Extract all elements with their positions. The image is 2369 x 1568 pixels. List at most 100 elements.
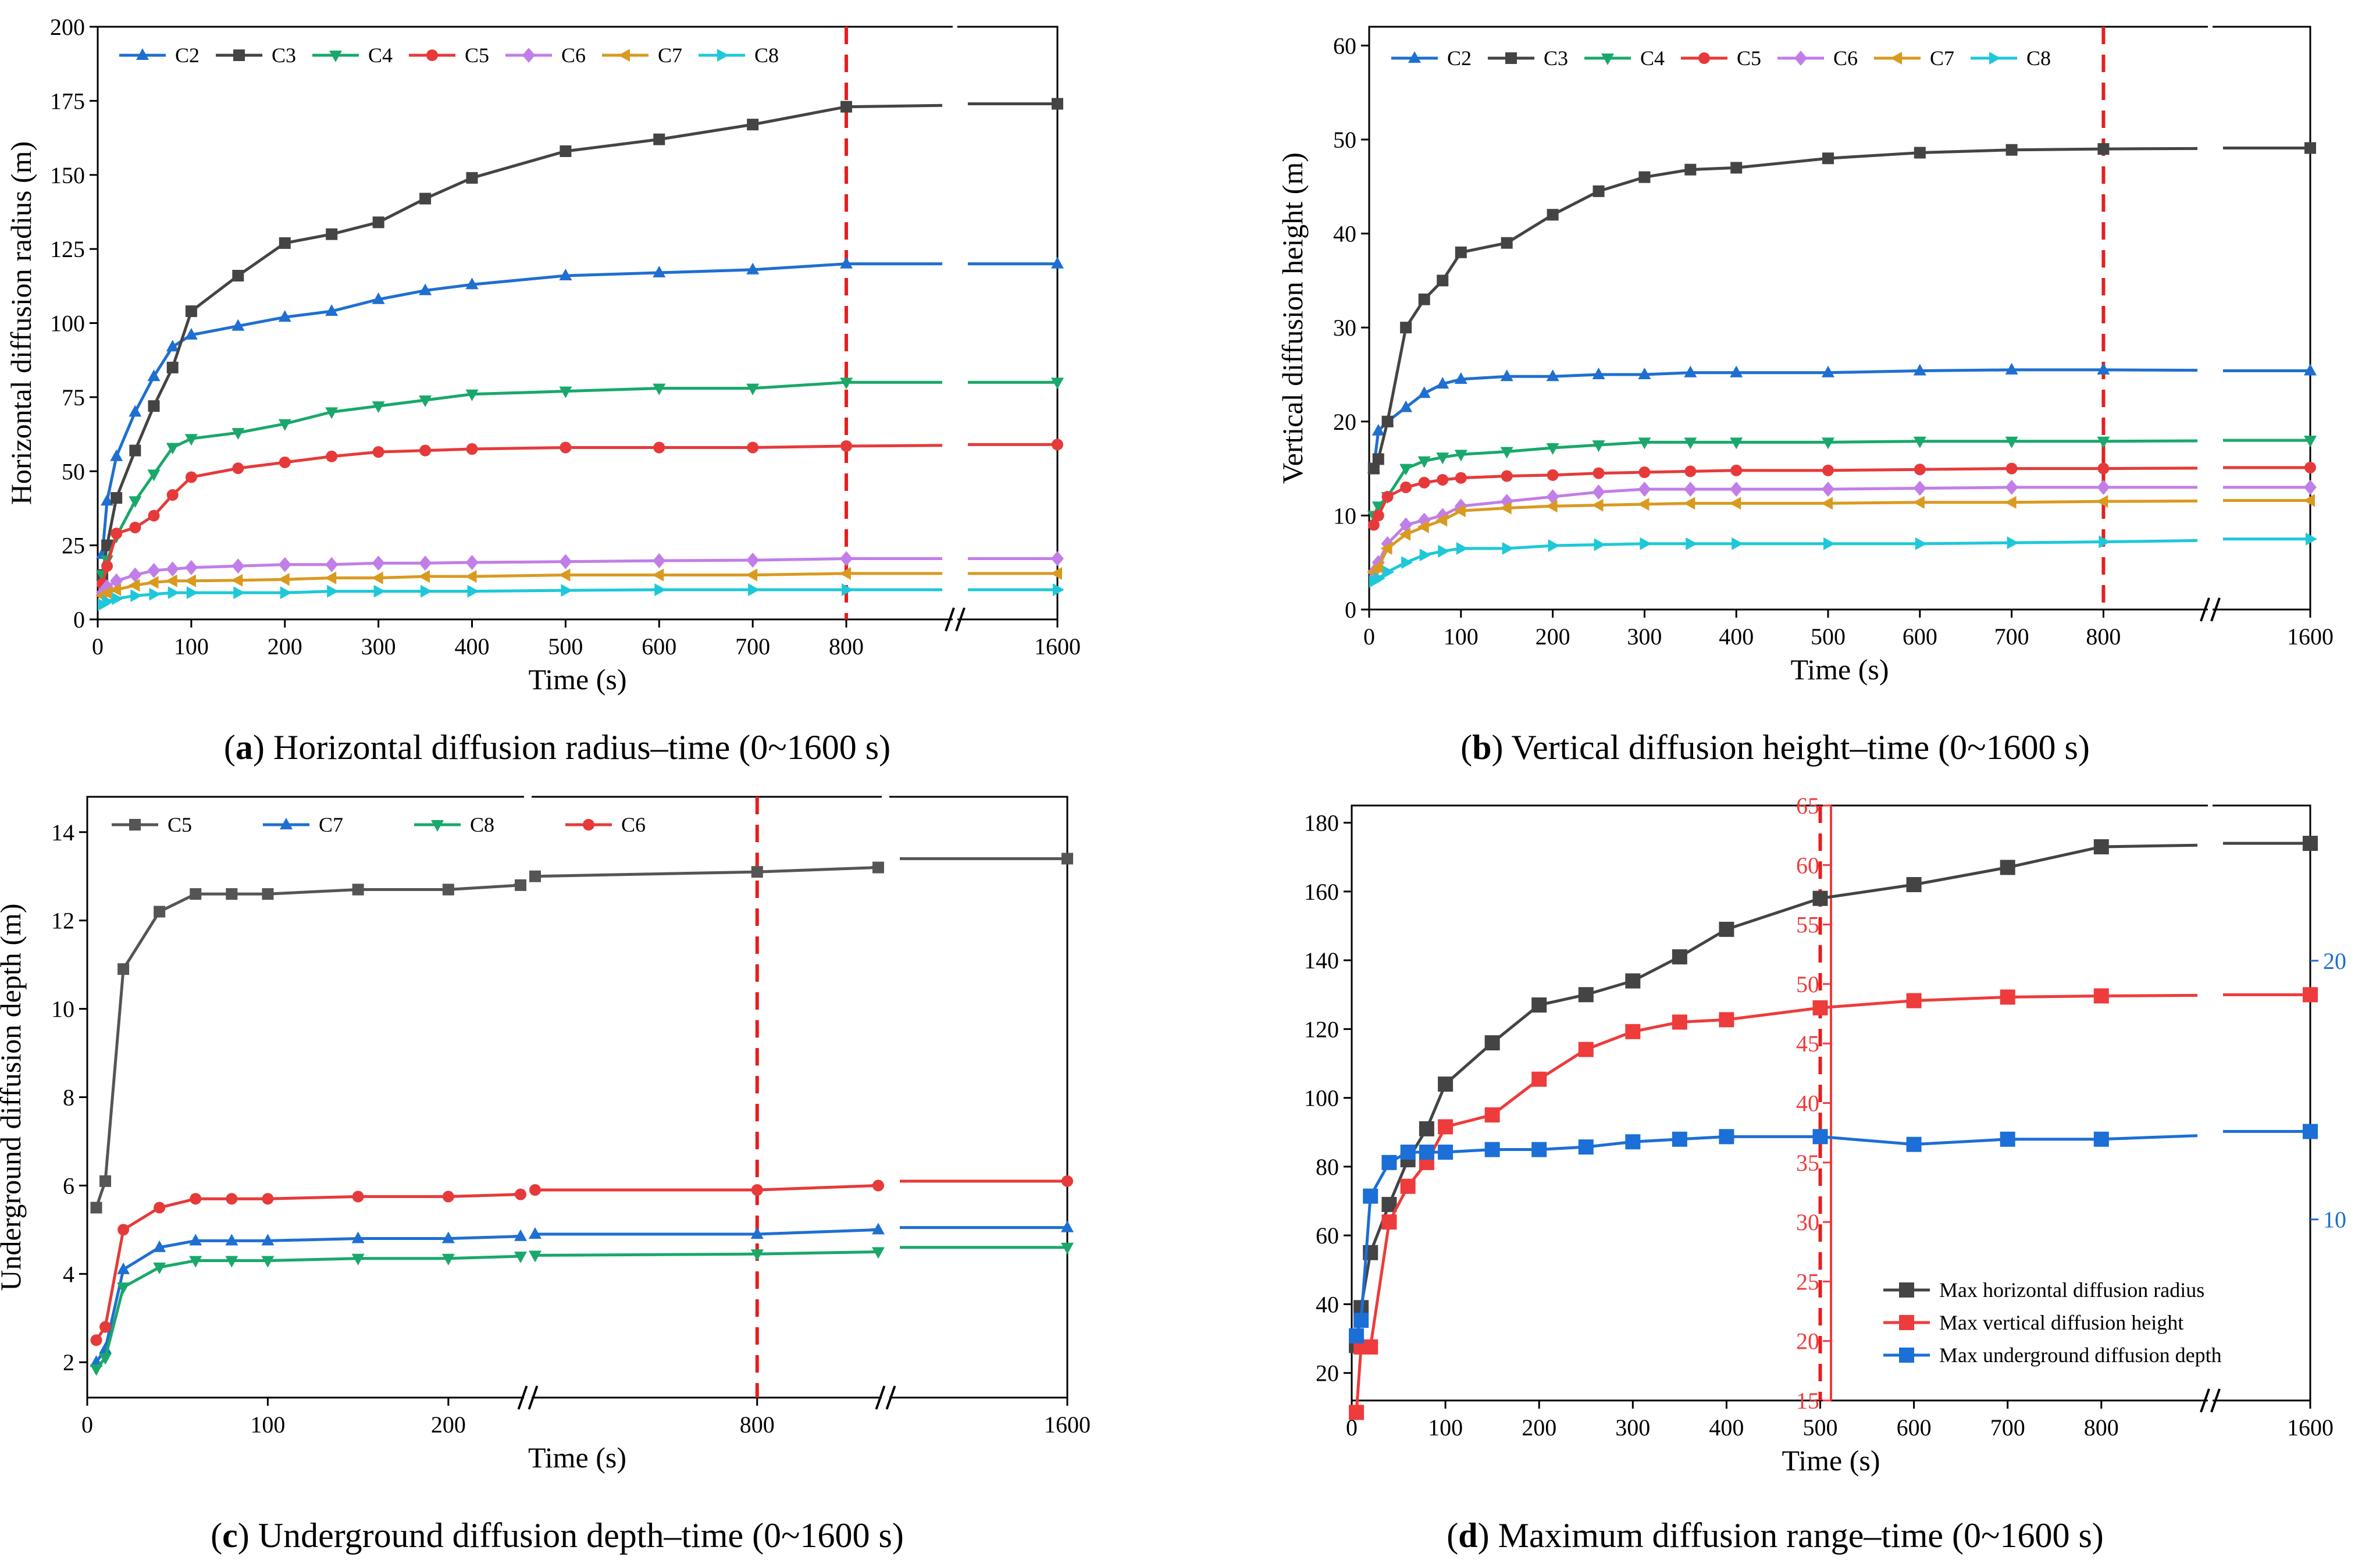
legend-item: Max horizontal diffusion radius — [1883, 1278, 2204, 1302]
data-point — [1625, 1024, 1641, 1039]
data-point — [186, 586, 198, 600]
y-tick-label: 200 — [50, 14, 85, 40]
legend-item: C4 — [312, 44, 393, 67]
data-point — [101, 494, 114, 506]
data-point — [1719, 1012, 1734, 1028]
data-point — [1594, 538, 1606, 551]
axis-break-mark — [2210, 597, 2221, 622]
legend-label: C5 — [1737, 47, 1761, 70]
y-tick-label: 20 — [1333, 409, 1356, 435]
data-point — [466, 172, 478, 184]
plot-frame — [97, 26, 1059, 621]
axis-break-mark — [2200, 597, 2210, 622]
data-point — [1417, 520, 1429, 533]
x-tick-label: 800 — [2084, 1414, 2119, 1441]
x-tick-label: 300 — [1615, 1414, 1650, 1441]
x-tick-label: 700 — [1994, 623, 2029, 650]
series-max-underground-diffusion-depth — [1349, 1124, 2318, 1344]
data-point — [1640, 537, 1652, 550]
x-tick-label: 1600 — [1044, 1412, 1091, 1438]
axis-break-gap — [2208, 803, 2213, 808]
axis-break-gap — [953, 24, 957, 29]
data-point — [2304, 142, 2316, 154]
plot-frame — [86, 796, 1068, 1399]
x-tick-label: 500 — [1811, 623, 1846, 650]
axis-break-mark — [885, 1385, 896, 1410]
data-point — [467, 585, 479, 598]
data-point — [1578, 1042, 1594, 1057]
legend-item: C7 — [602, 44, 682, 67]
series-c5 — [97, 439, 1063, 590]
legend-marker — [233, 49, 245, 61]
data-point — [189, 1234, 202, 1246]
data-point — [1372, 453, 1384, 465]
data-point — [148, 400, 160, 412]
data-point — [1383, 565, 1395, 579]
legend: C2 C3 C4 C5 C6 C7 C8 — [1391, 47, 2051, 70]
data-point — [2005, 479, 2018, 495]
data-point — [560, 145, 572, 157]
data-point — [117, 1224, 130, 1236]
data-point — [226, 888, 238, 900]
legend: Max horizontal diffusion radius Max verti… — [1883, 1278, 2222, 1367]
data-point — [279, 237, 291, 249]
x-tick-label: 200 — [1536, 623, 1570, 650]
data-point — [421, 585, 433, 598]
data-point — [1418, 293, 1430, 305]
legend-item: C2 — [1391, 47, 1472, 70]
legend-label: C6 — [621, 813, 646, 836]
x-axis-label: Time (s) — [1790, 653, 1889, 686]
data-point — [226, 1193, 238, 1205]
data-point — [1578, 1139, 1594, 1155]
data-point — [130, 589, 143, 603]
legend-marker — [1505, 52, 1517, 64]
data-point — [262, 888, 274, 900]
data-point — [1400, 481, 1412, 493]
data-point — [1381, 1154, 1397, 1170]
data-point — [1435, 514, 1448, 527]
legend: C2 C3 C4 C5 C6 C7 C8 — [119, 44, 779, 67]
legend-label: Max vertical diffusion height — [1939, 1311, 2183, 1334]
data-point — [1438, 1119, 1454, 1135]
data-point — [2004, 496, 2017, 509]
axis-break-mark — [945, 607, 955, 632]
data-point — [373, 585, 386, 598]
data-point — [1683, 497, 1695, 510]
data-point — [326, 228, 338, 240]
data-point — [1380, 541, 1392, 555]
data-point — [2000, 1131, 2015, 1147]
legend-marker — [717, 49, 729, 62]
data-point — [1638, 482, 1651, 497]
series-c6 — [1367, 479, 2317, 580]
data-point — [746, 553, 760, 568]
y-tick-label: 80 — [1316, 1154, 1339, 1180]
data-point — [129, 522, 141, 534]
data-point — [1638, 437, 1651, 450]
series-line — [95, 883, 521, 1209]
data-point — [147, 469, 161, 482]
mid-y-tick-label: 40 — [1796, 1091, 1819, 1117]
y-tick-label: 175 — [50, 88, 85, 114]
legend-label: C3 — [1544, 47, 1568, 70]
data-point — [165, 574, 177, 587]
data-point — [2097, 479, 2110, 495]
data-point — [1812, 1129, 1828, 1145]
data-point — [1823, 537, 1836, 550]
legend-item: C6 — [565, 813, 646, 836]
data-point — [1822, 464, 1834, 476]
data-point — [1625, 973, 1641, 989]
data-point — [2093, 839, 2109, 854]
data-point — [1381, 415, 1394, 427]
x-tick-label: 400 — [1719, 623, 1754, 650]
legend-label: C7 — [658, 44, 682, 67]
data-point — [750, 1249, 764, 1261]
data-point — [1455, 246, 1467, 258]
x-axis-label: Time (s) — [528, 1441, 626, 1474]
legend-label: C2 — [1447, 47, 1472, 70]
data-point — [1638, 466, 1651, 479]
data-point — [1684, 365, 1697, 377]
data-point — [1454, 504, 1466, 518]
x-tick-label: 600 — [642, 633, 676, 660]
series-line — [1355, 843, 2198, 1346]
